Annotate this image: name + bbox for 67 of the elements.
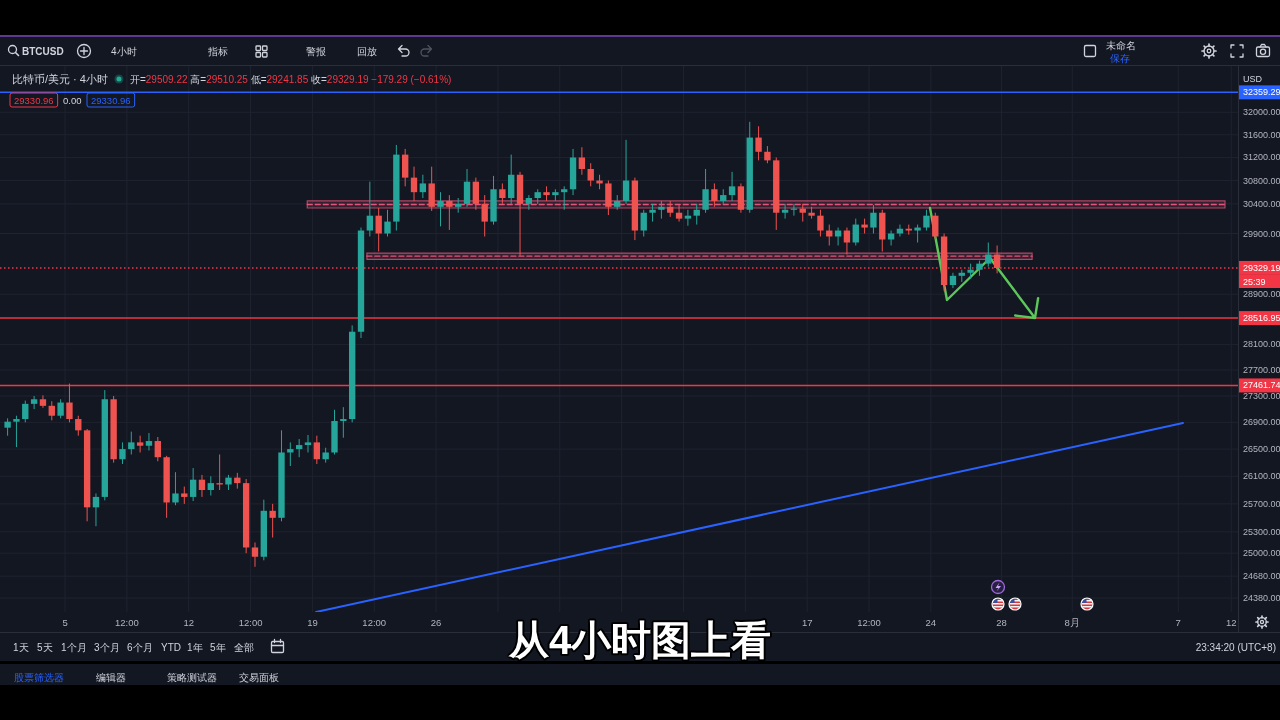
y-tick-label: 30400.00: [1243, 198, 1280, 209]
x-tick-label: 12:00: [114, 616, 139, 628]
y-tick-label: 26500.00: [1243, 444, 1280, 455]
annotation: 4小时: [111, 45, 137, 57]
x-tick-label: 8月: [1064, 616, 1080, 628]
annotation: 保存: [1110, 52, 1130, 64]
x-tick-label: 12: [183, 616, 195, 628]
ref-line-label: 29329.19: [1243, 262, 1280, 273]
y-tick-label: 24380.00: [1243, 593, 1280, 604]
x-tick-label: 12:00: [857, 616, 881, 628]
y-tick-label: 29900.00: [1243, 228, 1280, 239]
annotation: 回放: [357, 45, 377, 57]
annotation: 29330.96: [14, 94, 54, 106]
annotation: 交易面板: [239, 671, 279, 683]
annotation: 29330.96: [91, 94, 131, 106]
annotation: 1个月: [61, 641, 87, 653]
y-tick-label: 26100.00: [1243, 471, 1280, 482]
ref-line-label: 27461.74: [1243, 380, 1280, 391]
annotation: 0.00: [63, 94, 82, 106]
annotation: YTD: [161, 641, 181, 653]
x-tick-label: 7: [1175, 616, 1181, 628]
y-tick-label: 26900.00: [1243, 417, 1280, 428]
annotation: 警报: [306, 45, 326, 57]
y-tick-label: 28900.00: [1243, 289, 1280, 300]
annotation: 指标: [208, 45, 228, 57]
title: 比特币/美元 · 4小时: [12, 73, 108, 85]
y-tick-label: 25300.00: [1243, 526, 1280, 537]
y-tick-label: 27700.00: [1243, 365, 1280, 376]
ref-line-label: 32359.29: [1243, 87, 1280, 98]
annotation: 股票筛选器: [14, 671, 64, 683]
annotation: 6个月: [127, 641, 153, 653]
annotation: 1年: [187, 641, 203, 653]
annotation: 29330.96: [86, 92, 136, 108]
x-tick-label: 12:00: [238, 616, 263, 628]
annotation: 编辑器: [96, 671, 126, 683]
y-tick-label: 28100.00: [1243, 339, 1280, 350]
y-tick-label: 30800.00: [1243, 175, 1280, 186]
subtitle: 开=29509.22 高=29510.25 低=29241.85 收=29329.19 −179.29 (−0.61%): [129, 73, 452, 85]
x-tick-label: 12: [1225, 616, 1237, 628]
annotation: 5年: [210, 641, 226, 653]
y-tick-label: 31600.00: [1243, 129, 1280, 140]
y-tick-label: 27300.00: [1243, 390, 1280, 401]
annotation: 3个月: [94, 641, 120, 653]
annotation: 全部: [234, 641, 254, 653]
annotation: 未命名: [1106, 39, 1136, 51]
annotation: 23:34:20 (UTC+8): [1195, 641, 1276, 653]
y-tick-label: 25700.00: [1243, 498, 1280, 509]
annotation: 5天: [37, 641, 53, 653]
y-tick-label: 25000.00: [1243, 548, 1280, 559]
x-tick-label: 19: [307, 616, 318, 628]
ref-line-label: 28516.95: [1243, 313, 1280, 324]
x-tick-label: 5: [62, 616, 68, 628]
annotation: 29330.96: [9, 92, 59, 108]
x-tick-label: 12:00: [362, 616, 387, 628]
annotation: 25:39: [1239, 275, 1280, 288]
x-tick-label: 17: [801, 616, 813, 628]
annotation: BTCUSD: [22, 45, 64, 57]
x-tick-label: 28: [996, 616, 1007, 628]
x-tick-label: 24: [925, 616, 937, 628]
annotation: 策略测试器: [167, 671, 217, 683]
annotation: 1天: [13, 641, 29, 653]
annotation: 从4小时图上看: [508, 618, 772, 662]
y-tick-label: 31200.00: [1243, 152, 1280, 163]
y-tick-label: 24680.00: [1243, 571, 1280, 582]
annotation: USD: [1243, 74, 1262, 84]
y-tick-label: 32000.00: [1243, 107, 1280, 118]
x-tick-label: 26: [430, 616, 442, 628]
